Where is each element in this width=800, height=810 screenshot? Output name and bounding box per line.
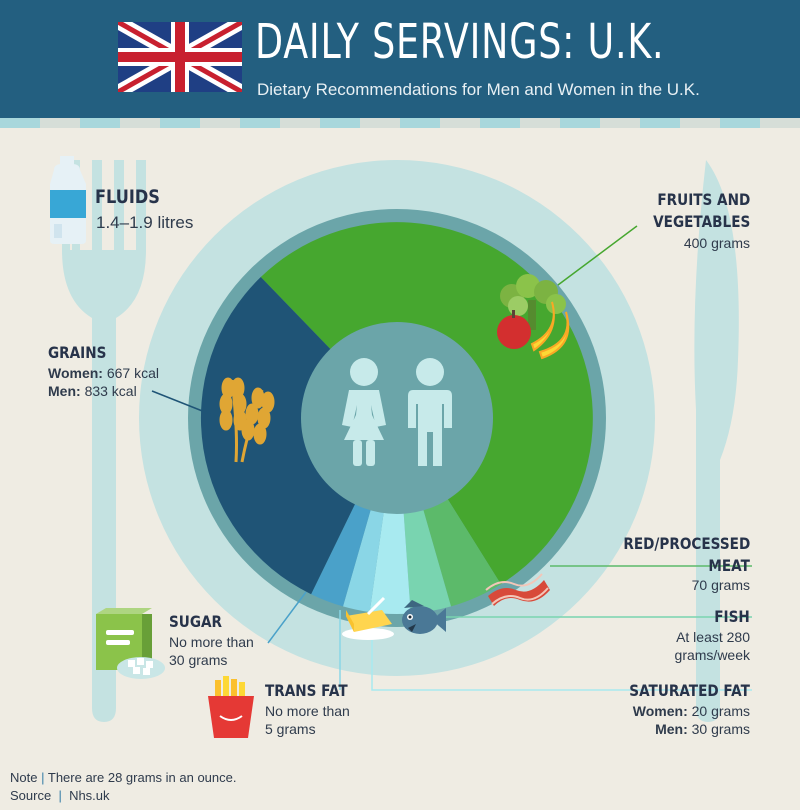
grains-women: Women: 667 kcal <box>48 364 159 382</box>
source-label: Source <box>10 788 52 803</box>
fluids-amount: 1.4–1.9 litres <box>96 213 194 232</box>
sugar-title: SUGAR <box>169 612 223 631</box>
decorative-stripe <box>0 118 800 128</box>
grains-title: GRAINS <box>48 343 107 362</box>
connector-sugar <box>267 591 307 644</box>
grains-women-label: Women: <box>48 365 103 381</box>
source-text: Nhs.uk <box>69 788 110 803</box>
connector-fruits <box>557 225 638 286</box>
note-label: Note <box>10 770 38 785</box>
plate-center <box>301 322 493 514</box>
man-icon <box>408 358 452 466</box>
footer-source: Source | Nhs.uk <box>10 788 110 803</box>
fluids-title: FLUIDS <box>95 186 160 208</box>
sat-fat-women-label: Women: <box>632 703 688 719</box>
fries-icon <box>208 676 254 738</box>
bacon-icon <box>485 573 550 606</box>
meat-amount: 70 grams <box>691 577 750 593</box>
page-subtitle: Dietary Recommendations for Men and Wome… <box>257 80 700 99</box>
trans-fat-amount-line2: 5 grams <box>265 721 316 737</box>
trans-fat-title: TRANS FAT <box>265 681 348 700</box>
meat-title-line1: RED/PROCESSED <box>623 534 750 553</box>
sugar-amount-line1: No more than <box>169 634 254 650</box>
connector-satfat <box>371 640 752 691</box>
grains-men-value: 833 kcal <box>84 383 137 399</box>
sat-fat-women: Women: 20 grams <box>633 702 750 720</box>
fork-icon <box>62 160 146 722</box>
grains-men: Men: 833 kcal <box>48 382 137 400</box>
sugar-box-icon <box>96 608 165 679</box>
sat-fat-men-value: 30 grams <box>691 721 750 737</box>
connector-grains <box>151 390 221 419</box>
trans-fat-amount-line1: No more than <box>265 703 350 719</box>
fish-title: FISH <box>714 607 750 626</box>
fish-icon <box>402 600 446 634</box>
fruits-title-line2: VEGETABLES <box>652 212 750 231</box>
butter-icon <box>342 596 394 640</box>
fruits-amount: 400 grams <box>683 235 750 251</box>
wedge-grains <box>200 277 397 595</box>
note-text: There are 28 grams in an ounce. <box>47 770 237 785</box>
meat-title-line2: MEAT <box>708 556 750 575</box>
wheat-icon <box>219 377 275 463</box>
wedge-saturated-fat <box>369 418 411 614</box>
water-bottle-icon <box>50 156 86 244</box>
sat-fat-men-label: Men: <box>655 721 688 737</box>
fruits-vegetables-icon <box>497 274 570 360</box>
page-title: DAILY SERVINGS: U.K. <box>255 14 665 70</box>
knife-icon <box>694 160 739 722</box>
grains-women-value: 667 kcal <box>106 365 160 381</box>
fish-amount-line2: grams/week <box>674 647 750 663</box>
woman-icon <box>342 358 386 466</box>
sat-fat-men: Men: 30 grams <box>655 720 750 738</box>
uk-flag-icon <box>118 22 242 92</box>
sat-fat-title: SATURATED FAT <box>629 681 750 700</box>
footer-note: Note | There are 28 grams in an ounce. <box>10 770 237 785</box>
fish-amount-line1: At least 280 <box>676 629 750 645</box>
grains-men-label: Men: <box>48 383 81 399</box>
fruits-title-line1: FRUITS AND <box>657 190 750 209</box>
sat-fat-women-value: 20 grams <box>691 703 750 719</box>
sugar-amount-line2: 30 grams <box>169 652 228 668</box>
